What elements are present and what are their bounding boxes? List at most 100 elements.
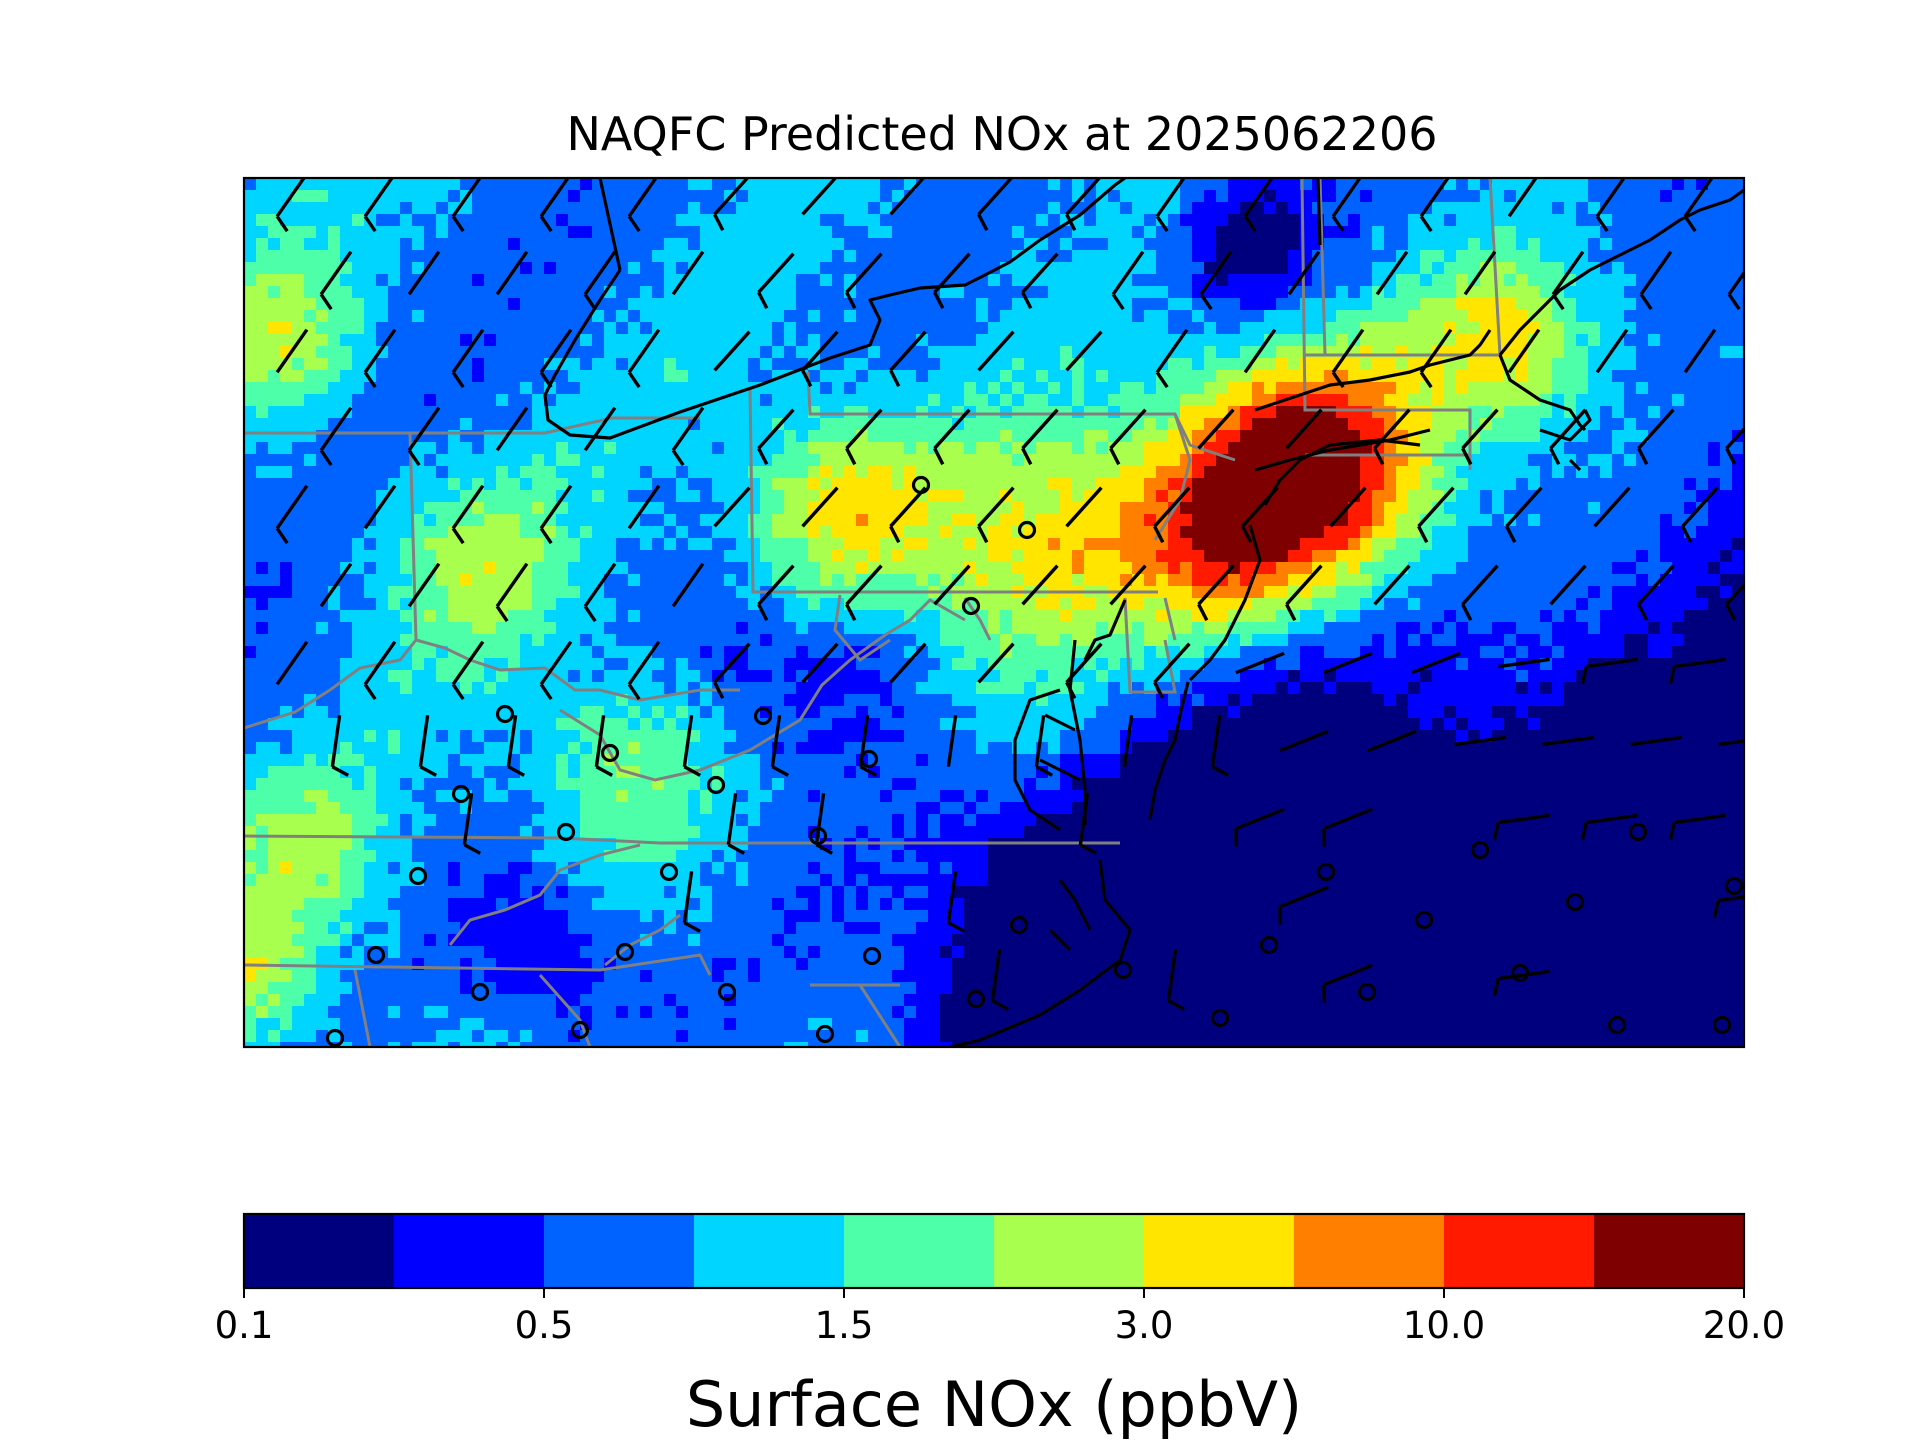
field-cell: [1024, 574, 1037, 587]
field-cell: [460, 442, 473, 455]
field-cell: [1480, 226, 1493, 239]
field-cell: [1144, 598, 1157, 611]
field-cell: [1540, 442, 1553, 455]
field-cell: [1180, 382, 1193, 395]
field-cell: [1012, 394, 1025, 407]
field-cell: [1276, 178, 1289, 191]
field-cell: [1132, 394, 1145, 407]
field-cell: [280, 178, 293, 191]
field-cell: [772, 190, 785, 203]
field-cell: [1132, 334, 1145, 347]
field-cell: [244, 418, 257, 431]
field-cell: [1588, 466, 1601, 479]
field-cell: [1492, 610, 1505, 623]
field-cell: [1624, 334, 1637, 347]
field-cell: [1720, 394, 1733, 407]
field-cell: [1480, 370, 1493, 383]
field-cell: [1072, 262, 1085, 275]
field-cell: [1552, 586, 1565, 599]
field-cell: [1216, 298, 1229, 311]
field-cell: [292, 202, 305, 215]
field-cell: [664, 370, 677, 383]
field-cell: [1660, 466, 1673, 479]
field-cell: [616, 310, 629, 323]
field-cell: [592, 514, 605, 527]
field-cell: [1348, 322, 1361, 335]
field-cell: [868, 202, 881, 215]
field-cell: [1348, 262, 1361, 275]
field-cell: [244, 610, 257, 623]
field-cell: [1336, 322, 1349, 335]
field-cell: [1324, 334, 1337, 347]
field-cell: [784, 526, 797, 539]
field-cell: [1336, 226, 1349, 239]
field-cell: [688, 466, 701, 479]
field-cell: [292, 538, 305, 551]
field-cell: [664, 238, 677, 251]
field-cell: [1408, 418, 1421, 431]
field-cell: [1204, 202, 1217, 215]
field-cell: [1252, 214, 1265, 227]
field-cell: [1612, 226, 1625, 239]
field-cell: [844, 262, 857, 275]
field-cell: [1000, 526, 1013, 539]
field-cell: [1372, 262, 1385, 275]
field-cell: [1216, 214, 1229, 227]
field-cell: [676, 358, 689, 371]
field-cell: [1576, 634, 1589, 647]
field-cell: [1540, 646, 1553, 659]
field-cell: [988, 478, 1001, 491]
field-cell: [496, 370, 509, 383]
field-cell: [916, 634, 929, 647]
field-cell: [832, 406, 845, 419]
field-cell: [1108, 394, 1121, 407]
field-cell: [1516, 406, 1529, 419]
field-cell: [892, 262, 905, 275]
field-cell: [1012, 430, 1025, 443]
field-cell: [400, 574, 413, 587]
field-cell: [700, 586, 713, 599]
field-cell: [1360, 250, 1373, 263]
field-cell: [1048, 634, 1061, 647]
field-cell: [1720, 514, 1733, 527]
field-cell: [1084, 286, 1097, 299]
field-cell: [976, 178, 989, 191]
field-cell: [1672, 298, 1685, 311]
field-cell: [724, 370, 737, 383]
field-cell: [724, 478, 737, 491]
field-cell: [1240, 490, 1253, 503]
field-cell: [880, 562, 893, 575]
field-cell: [1720, 274, 1733, 287]
field-cell: [1708, 298, 1721, 311]
field-cell: [1456, 226, 1469, 239]
field-cell: [760, 310, 773, 323]
field-cell: [1456, 634, 1469, 647]
field-cell: [436, 178, 449, 191]
field-cell: [1348, 298, 1361, 311]
field-cell: [1168, 514, 1181, 527]
field-cell: [1276, 298, 1289, 311]
field-cell: [1336, 334, 1349, 347]
field-cell: [1360, 310, 1373, 323]
field-cell: [508, 286, 521, 299]
field-cell: [1468, 370, 1481, 383]
field-cell: [1348, 370, 1361, 383]
field-cell: [700, 610, 713, 623]
field-cell: [1480, 334, 1493, 347]
field-cell: [1468, 622, 1481, 635]
field-cell: [1732, 262, 1744, 275]
field-cell: [1408, 274, 1421, 287]
field-cell: [1720, 622, 1733, 635]
field-cell: [376, 526, 389, 539]
field-cell: [640, 502, 653, 515]
field-cell: [376, 514, 389, 527]
field-cell: [964, 430, 977, 443]
field-cell: [772, 454, 785, 467]
field-cell: [772, 430, 785, 443]
field-cell: [904, 526, 917, 539]
field-cell: [340, 598, 353, 611]
field-cell: [1540, 250, 1553, 263]
field-cell: [484, 454, 497, 467]
field-cell: [412, 526, 425, 539]
field-cell: [268, 562, 281, 575]
